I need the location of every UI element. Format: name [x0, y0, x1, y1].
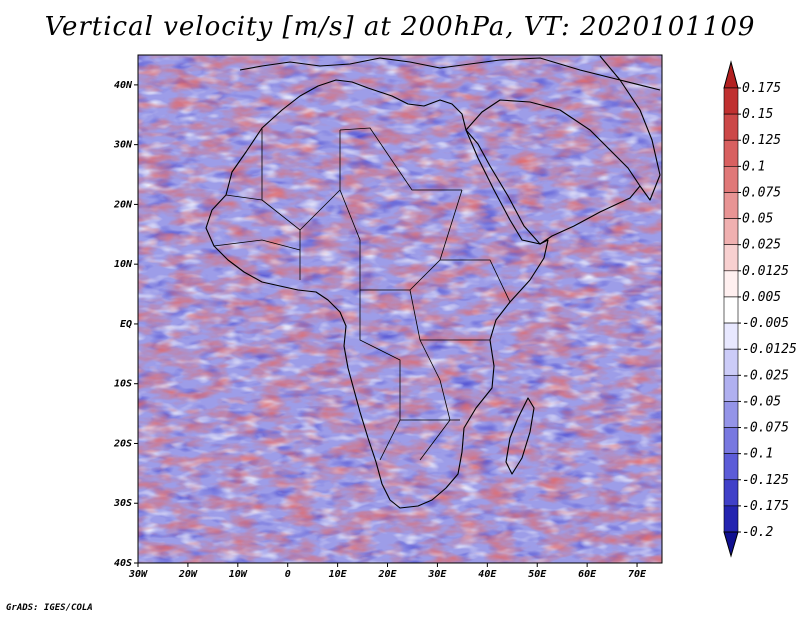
colorbar-segment [723, 296, 739, 324]
colorbar-label: 0.175 [742, 81, 781, 96]
colorbar-label: -0.1 [742, 447, 773, 462]
lon-tick-label: 70E [628, 569, 647, 580]
lon-tick-label: 20W [178, 569, 198, 580]
colorbar-segment [723, 270, 739, 298]
lon-tick-label: 40E [478, 569, 497, 580]
colorbar-label: -0.005 [742, 316, 789, 331]
colorbar-label: 0.05 [742, 212, 773, 227]
colorbar-segment [723, 505, 739, 533]
colorbar-label: 0.005 [742, 290, 781, 305]
lat-tick-label: 20S [113, 438, 132, 449]
colorbar-segment [723, 166, 739, 193]
colorbar-segment [723, 479, 739, 507]
colorbar-label: -0.2 [742, 525, 773, 540]
arabia-coastline [465, 99, 641, 245]
colorbar-segment [723, 374, 739, 402]
colorbar-label: -0.0125 [742, 342, 797, 357]
country-borders [213, 127, 511, 461]
lat-tick-label: 10S [114, 379, 132, 390]
lat-tick-label: 40N [114, 80, 133, 91]
footer-credit: GrADS: IGES/COLA [6, 603, 93, 613]
colorbar-segment [723, 453, 739, 481]
colorbar-top-arrow [723, 60, 739, 89]
longitude-axis: 30W 20W 10W 0 10E 20E 30E 40E 50E 60E 70E [128, 563, 647, 580]
lon-tick-label: 50E [528, 569, 547, 580]
colorbar-segment [723, 113, 739, 141]
lon-tick-label: 20E [377, 569, 397, 580]
lat-tick-label: EQ [120, 319, 132, 330]
colorbar-label: 0.025 [742, 238, 781, 253]
lat-tick-label: 30N [113, 140, 133, 151]
colorbar-segment [723, 218, 739, 246]
colorbar-segment [723, 87, 739, 115]
chart-title: Vertical velocity [m/s] at 200hPa, VT: 2… [44, 12, 756, 42]
colorbar-segment [723, 192, 739, 219]
lat-tick-label: 30S [113, 498, 132, 509]
colorbar: 0.175 0.15 0.125 0.1 0.075 0.05 0.025 0.0125 0.0… [723, 60, 797, 558]
lon-tick-label: 10E [329, 569, 348, 580]
colorbar-label: 0.15 [742, 107, 773, 122]
colorbar-label: -0.125 [742, 473, 789, 488]
colorbar-segment [723, 322, 739, 350]
colorbar-segment [723, 427, 739, 454]
colorbar-label: 0.0125 [742, 264, 789, 279]
asia-coastline [599, 55, 661, 201]
colorbar-segment [723, 401, 739, 428]
colorbar-bottom-arrow [723, 531, 739, 558]
colorbar-label: 0.1 [742, 159, 765, 174]
lon-tick-label: 30W [128, 569, 148, 580]
lon-tick-label: 10W [229, 569, 248, 580]
lon-tick-label: 0 [285, 569, 291, 580]
lat-tick-label: 20N [113, 199, 133, 210]
coastlines [205, 55, 661, 509]
colorbar-segment [723, 244, 739, 272]
colorbar-label: -0.025 [742, 368, 789, 383]
colorbar-label: 0.125 [742, 133, 781, 148]
lat-tick-label: 40S [114, 558, 132, 569]
map-frame [137, 54, 663, 564]
colorbar-label: -0.05 [742, 394, 781, 409]
africa-coastline [205, 79, 549, 509]
colorbar-label: -0.175 [742, 499, 789, 514]
colorbar-segment [723, 348, 739, 376]
lat-tick-label: 10N [114, 259, 133, 270]
europe-coastline [239, 57, 661, 91]
madagascar-coastline [505, 397, 535, 475]
velocity-field [138, 55, 662, 563]
lon-tick-label: 60E [578, 569, 597, 580]
colorbar-label: 0.075 [742, 185, 781, 200]
lon-tick-label: 30E [427, 569, 447, 580]
colorbar-label: -0.075 [742, 421, 789, 436]
map-figure: 40N 30N 20N 10N EQ 10S 20S 30S 40S 30W 20W 10W 0 10E… [113, 54, 797, 580]
colorbar-segment [723, 139, 739, 167]
latitude-axis: 40N 30N 20N 10N EQ 10S 20S 30S 40S [113, 80, 138, 569]
